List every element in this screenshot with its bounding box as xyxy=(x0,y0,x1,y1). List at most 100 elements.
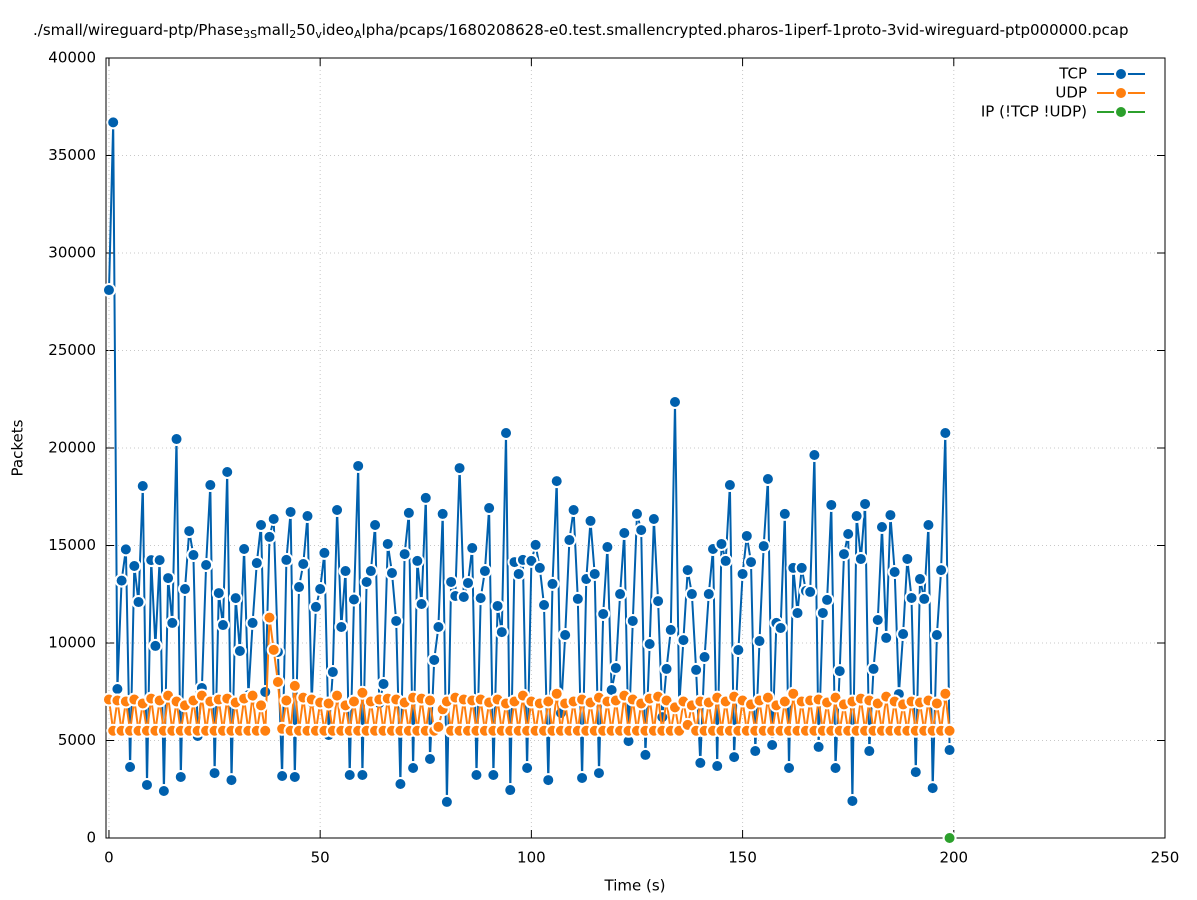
data-point xyxy=(608,660,623,675)
data-point xyxy=(570,591,585,606)
data-point xyxy=(853,551,868,566)
data-point xyxy=(701,587,716,602)
data-point xyxy=(308,599,323,614)
data-point xyxy=(482,501,497,516)
data-point xyxy=(929,628,944,643)
data-point xyxy=(106,115,121,130)
data-point xyxy=(156,784,171,799)
data-point xyxy=(790,605,805,620)
data-point xyxy=(760,472,775,487)
y-tick-label: 30000 xyxy=(48,244,96,262)
data-point xyxy=(258,723,273,738)
data-point xyxy=(684,587,699,602)
data-point xyxy=(659,661,674,676)
x-tick-label: 200 xyxy=(939,849,968,867)
data-point xyxy=(739,528,754,543)
data-point xyxy=(841,526,856,541)
data-point xyxy=(532,560,547,575)
data-point xyxy=(220,464,235,479)
title-part: ./small/wireguard-ptp/Phase xyxy=(33,21,243,39)
data-point xyxy=(862,744,877,759)
data-point xyxy=(148,638,163,653)
data-point xyxy=(786,686,801,701)
data-point xyxy=(380,536,395,551)
data-point xyxy=(794,560,809,575)
data-point xyxy=(583,513,598,528)
x-tick-label: 50 xyxy=(311,849,330,867)
data-point xyxy=(182,524,197,539)
data-point xyxy=(287,678,302,693)
data-point xyxy=(376,676,391,691)
data-point xyxy=(275,768,290,783)
data-point xyxy=(904,590,919,605)
data-point xyxy=(435,506,450,521)
data-point xyxy=(237,542,252,557)
data-point xyxy=(680,563,695,578)
data-point xyxy=(444,574,459,589)
data-point xyxy=(249,556,264,571)
data-point xyxy=(338,564,353,579)
data-point xyxy=(186,548,201,563)
data-point xyxy=(591,766,606,781)
data-point xyxy=(596,606,611,621)
data-point xyxy=(718,553,733,568)
data-point xyxy=(346,694,361,709)
data-point xyxy=(228,591,243,606)
data-point xyxy=(123,760,138,775)
data-point xyxy=(900,551,915,566)
data-point xyxy=(836,547,851,562)
data-point xyxy=(528,537,543,552)
data-point xyxy=(313,581,328,596)
data-point xyxy=(266,511,281,526)
data-point xyxy=(541,773,556,788)
data-point xyxy=(697,650,712,665)
data-point xyxy=(427,652,442,667)
data-point xyxy=(562,533,577,548)
data-point xyxy=(503,783,518,798)
data-point xyxy=(710,759,725,774)
data-point xyxy=(355,685,370,700)
data-point xyxy=(634,523,649,538)
legend-label: TCP xyxy=(1058,65,1087,83)
data-point xyxy=(346,592,361,607)
data-point xyxy=(401,505,416,520)
data-point xyxy=(414,597,429,611)
data-point xyxy=(858,496,873,511)
data-point xyxy=(317,545,332,560)
data-point xyxy=(431,620,446,635)
data-point xyxy=(161,571,176,586)
data-point xyxy=(330,688,345,703)
data-point xyxy=(279,693,294,708)
y-tick-label: 10000 xyxy=(48,634,96,652)
data-point xyxy=(139,777,154,792)
data-point xyxy=(693,755,708,770)
x-axis-label: Time (s) xyxy=(604,877,666,895)
data-point xyxy=(342,768,357,783)
y-tick-label: 25000 xyxy=(48,341,96,359)
data-point xyxy=(549,474,564,489)
data-point xyxy=(879,630,894,645)
x-tick-label: 100 xyxy=(517,849,546,867)
data-point xyxy=(874,519,889,534)
data-point xyxy=(127,558,142,573)
data-point xyxy=(165,615,180,630)
data-point xyxy=(663,622,678,637)
data-point xyxy=(777,694,792,709)
data-point xyxy=(566,503,581,518)
data-point xyxy=(849,509,864,524)
data-point xyxy=(266,642,281,657)
chart-title: ./small/wireguard-ptp/Phase3Small250vide… xyxy=(33,21,1129,42)
data-point xyxy=(486,768,501,783)
x-tick-label: 150 xyxy=(728,849,757,867)
title-part: ideo xyxy=(322,21,354,39)
data-point xyxy=(422,693,437,708)
data-point xyxy=(110,682,125,697)
data-point xyxy=(490,598,505,613)
data-point xyxy=(655,710,670,725)
data-point xyxy=(735,566,750,581)
data-point xyxy=(296,557,311,572)
data-point xyxy=(258,684,273,699)
data-point xyxy=(456,589,471,604)
data-point xyxy=(520,760,535,775)
